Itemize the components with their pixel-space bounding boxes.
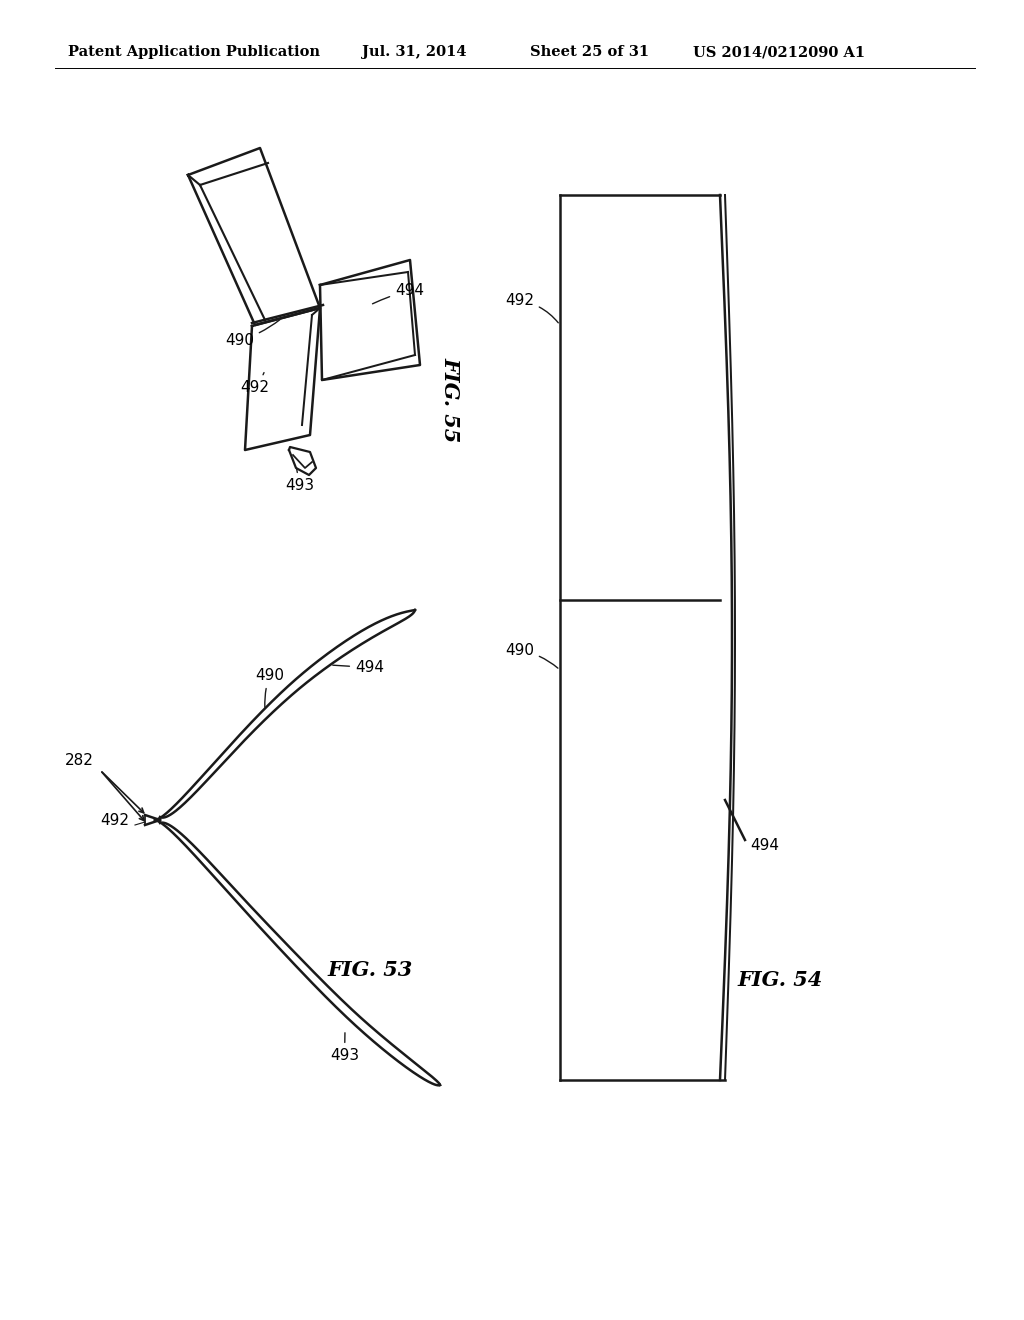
Text: Jul. 31, 2014: Jul. 31, 2014 (362, 45, 467, 59)
Text: 494: 494 (333, 660, 384, 675)
Text: 490: 490 (225, 319, 280, 348)
Text: 492: 492 (100, 813, 129, 828)
Text: 493: 493 (330, 1032, 359, 1063)
Text: 492: 492 (240, 372, 269, 395)
Text: 494: 494 (373, 282, 424, 304)
Text: FIG. 55: FIG. 55 (440, 358, 460, 442)
Text: US 2014/0212090 A1: US 2014/0212090 A1 (693, 45, 865, 59)
Text: FIG. 53: FIG. 53 (328, 960, 413, 979)
Text: 493: 493 (285, 467, 314, 492)
Text: Sheet 25 of 31: Sheet 25 of 31 (530, 45, 649, 59)
Text: 490: 490 (255, 668, 284, 708)
Text: 494: 494 (750, 838, 779, 853)
Text: 492: 492 (505, 293, 558, 323)
Text: FIG. 54: FIG. 54 (737, 970, 822, 990)
Text: 490: 490 (505, 643, 558, 668)
Text: Patent Application Publication: Patent Application Publication (68, 45, 319, 59)
Text: 282: 282 (65, 752, 94, 768)
